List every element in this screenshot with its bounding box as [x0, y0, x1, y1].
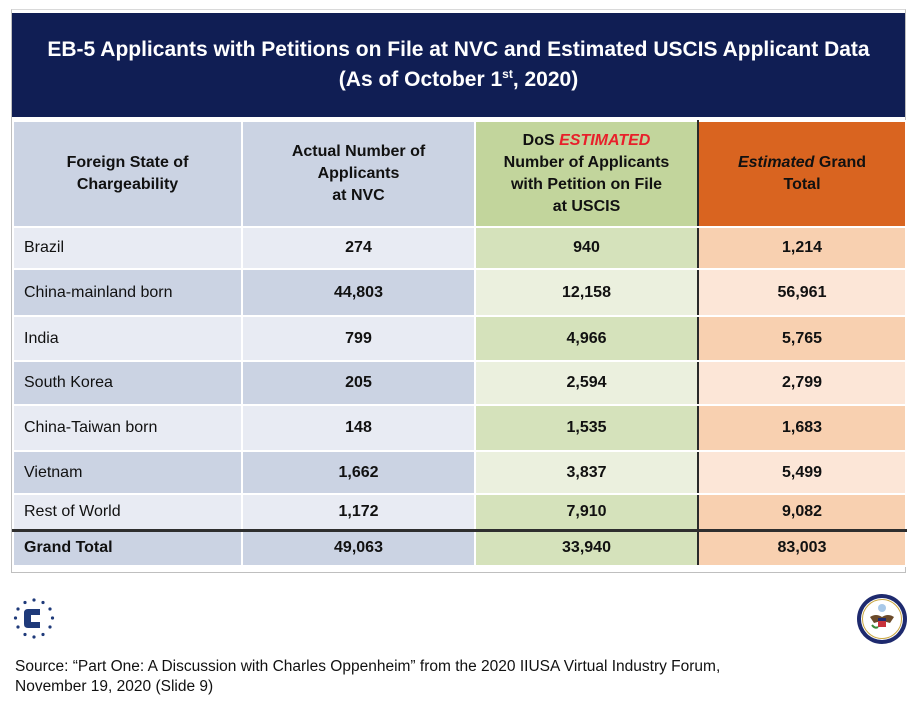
table-header-row: Foreign State of Chargeability Actual Nu…: [12, 120, 907, 228]
table-row: India 799 4,966 5,765: [12, 315, 907, 362]
row-country: South Korea: [12, 360, 243, 406]
table-row: South Korea 205 2,594 2,799: [12, 360, 907, 406]
table-row: Vietnam 1,662 3,837 5,499: [12, 450, 907, 495]
table-row: China-mainland born 44,803 12,158 56,961: [12, 268, 907, 317]
row-country: Brazil: [12, 226, 243, 270]
row-nvc: 1,172: [241, 493, 476, 531]
row-country: Rest of World: [12, 493, 243, 531]
row-total: 5,765: [697, 315, 907, 362]
table-row: China-Taiwan born 148 1,535 1,683: [12, 404, 907, 452]
header-estimated-grand-total: Estimated Grand Total: [697, 120, 907, 228]
row-country: India: [12, 315, 243, 362]
table-row: Rest of World 1,172 7,910 9,082: [12, 493, 907, 531]
row-uscis: 12,158: [474, 268, 699, 317]
slide: EB-5 Applicants with Petitions on File a…: [11, 9, 907, 573]
row-nvc: 148: [241, 404, 476, 452]
row-total: 5,499: [697, 450, 907, 495]
row-total: 56,961: [697, 268, 907, 317]
grand-total-nvc: 49,063: [241, 528, 476, 567]
grand-total-row: Grand Total 49,063 33,940 83,003: [12, 528, 907, 567]
title-line-1: EB-5 Applicants with Petitions on File a…: [47, 38, 870, 61]
row-uscis: 940: [474, 226, 699, 270]
row-uscis: 3,837: [474, 450, 699, 495]
title-line-2: (As of October 1st, 2020): [338, 67, 579, 91]
row-nvc: 274: [241, 226, 476, 270]
row-nvc: 1,662: [241, 450, 476, 495]
header-foreign-state: Foreign State of Chargeability: [12, 120, 243, 228]
row-uscis: 4,966: [474, 315, 699, 362]
grand-total-label: Grand Total: [12, 528, 243, 567]
estimated-highlight: ESTIMATED: [559, 132, 651, 149]
row-uscis: 7,910: [474, 493, 699, 531]
row-nvc: 205: [241, 360, 476, 406]
row-nvc: 44,803: [241, 268, 476, 317]
applicant-table: Foreign State of Chargeability Actual Nu…: [12, 120, 907, 567]
state-department-seal-logo: [856, 593, 908, 645]
row-total: 9,082: [697, 493, 907, 531]
row-country: Vietnam: [12, 450, 243, 495]
table-row: Brazil 274 940 1,214: [12, 226, 907, 270]
header-dos-estimated: DoS ESTIMATED Number of Applicants with …: [474, 120, 699, 228]
row-uscis: 1,535: [474, 404, 699, 452]
row-country: China-Taiwan born: [12, 404, 243, 452]
title-banner: EB-5 Applicants with Petitions on File a…: [12, 13, 905, 117]
row-nvc: 799: [241, 315, 476, 362]
grand-total-total: 83,003: [697, 528, 907, 567]
row-total: 1,214: [697, 226, 907, 270]
header-actual-nvc: Actual Number of Applicants at NVC: [241, 120, 476, 228]
source-citation: Source: “Part One: A Discussion with Cha…: [15, 658, 721, 695]
c-stars-logo: [10, 595, 58, 643]
grand-total-uscis: 33,940: [474, 528, 699, 567]
row-total: 2,799: [697, 360, 907, 406]
row-country: China-mainland born: [12, 268, 243, 317]
row-total: 1,683: [697, 404, 907, 452]
row-uscis: 2,594: [474, 360, 699, 406]
